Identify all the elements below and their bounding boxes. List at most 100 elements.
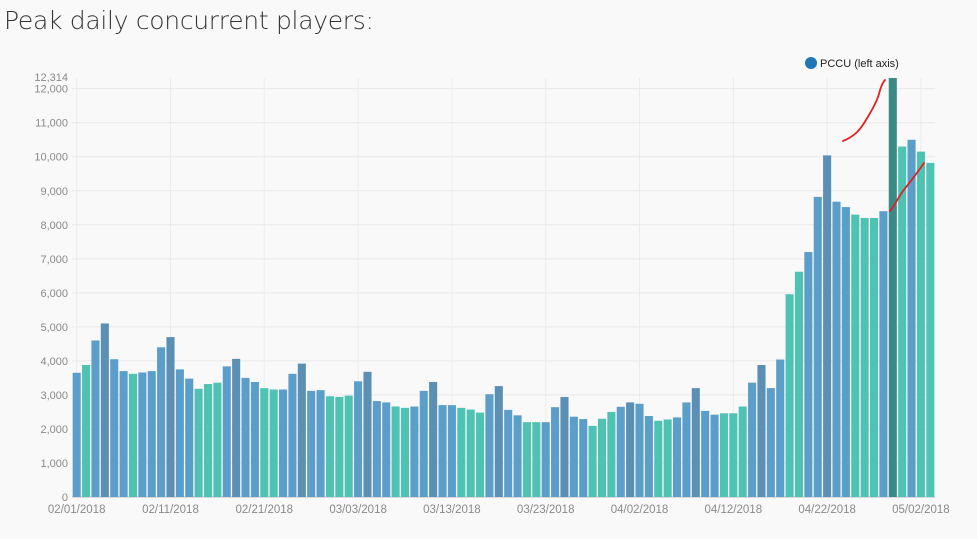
bar[interactable] xyxy=(860,217,869,497)
bar[interactable] xyxy=(325,396,335,497)
bar[interactable] xyxy=(344,395,353,497)
bar[interactable] xyxy=(429,381,438,497)
bar[interactable] xyxy=(119,371,128,497)
bar[interactable] xyxy=(832,201,841,497)
bar[interactable] xyxy=(776,359,785,497)
bar[interactable] xyxy=(916,151,925,497)
bar[interactable] xyxy=(147,371,156,497)
bar[interactable] xyxy=(569,416,578,497)
bar[interactable] xyxy=(663,419,672,497)
y-tick-label: 7,000 xyxy=(40,254,68,266)
bar[interactable] xyxy=(551,407,560,497)
page-title: Peak daily concurrent players: xyxy=(4,6,374,35)
bar[interactable] xyxy=(616,406,625,497)
bar[interactable] xyxy=(72,372,81,497)
bar[interactable] xyxy=(400,407,410,497)
bar[interactable] xyxy=(926,162,935,497)
bar[interactable] xyxy=(82,364,91,497)
bar[interactable] xyxy=(279,389,288,497)
bar[interactable] xyxy=(729,413,738,497)
bar[interactable] xyxy=(757,364,766,497)
bar[interactable] xyxy=(635,403,644,497)
bar[interactable] xyxy=(532,422,541,497)
y-tick-label: 5,000 xyxy=(40,322,68,334)
bar[interactable] xyxy=(898,146,907,497)
bar[interactable] xyxy=(541,422,550,497)
bar[interactable] xyxy=(466,409,475,497)
bar[interactable] xyxy=(250,381,259,497)
bar[interactable] xyxy=(672,417,682,497)
bar[interactable] xyxy=(297,363,306,497)
bar[interactable] xyxy=(644,416,653,497)
bar[interactable] xyxy=(823,155,832,497)
bar[interactable] xyxy=(438,405,447,497)
bar[interactable] xyxy=(100,323,109,497)
bar[interactable] xyxy=(719,413,728,497)
bar[interactable] xyxy=(372,401,381,497)
bar[interactable] xyxy=(419,390,428,497)
bar[interactable] xyxy=(382,402,391,497)
bar[interactable] xyxy=(888,78,897,497)
bar[interactable] xyxy=(128,373,138,497)
bar[interactable] xyxy=(213,382,222,497)
bar[interactable] xyxy=(354,381,363,497)
bar[interactable] xyxy=(138,372,147,497)
bar[interactable] xyxy=(166,337,175,497)
bar[interactable] xyxy=(748,382,757,497)
x-tick-label: 03/23/2018 xyxy=(517,504,575,516)
bar[interactable] xyxy=(710,414,719,497)
bar[interactable] xyxy=(494,386,503,497)
bar[interactable] xyxy=(335,396,344,497)
bar[interactable] xyxy=(907,139,916,497)
bar[interactable] xyxy=(91,340,100,497)
bar[interactable] xyxy=(457,407,466,497)
bar[interactable] xyxy=(513,415,522,497)
bar[interactable] xyxy=(785,294,794,497)
bar[interactable] xyxy=(110,359,119,497)
bar[interactable] xyxy=(522,422,531,497)
bar[interactable] xyxy=(851,214,860,498)
bar[interactable] xyxy=(269,389,278,497)
bar[interactable] xyxy=(841,207,850,497)
bar[interactable] xyxy=(738,406,747,497)
chart-legend[interactable]: PCCU (left axis) xyxy=(805,57,899,70)
bar[interactable] xyxy=(288,373,297,497)
bar[interactable] xyxy=(410,406,419,497)
bar[interactable] xyxy=(447,405,456,497)
bar[interactable] xyxy=(194,388,203,497)
bar[interactable] xyxy=(485,394,494,497)
y-tick-label: 4,000 xyxy=(40,356,68,368)
bar[interactable] xyxy=(794,271,804,497)
bar[interactable] xyxy=(157,347,166,497)
bar[interactable] xyxy=(476,412,485,497)
bar[interactable] xyxy=(607,411,616,497)
bar[interactable] xyxy=(682,402,691,497)
bar[interactable] xyxy=(626,402,635,497)
bar[interactable] xyxy=(363,371,372,497)
bar[interactable] xyxy=(879,211,888,497)
bar[interactable] xyxy=(260,388,269,497)
bar[interactable] xyxy=(597,418,607,497)
bar[interactable] xyxy=(766,388,775,497)
bar[interactable] xyxy=(560,396,569,497)
bar[interactable] xyxy=(579,419,588,497)
bar[interactable] xyxy=(222,366,231,497)
bar[interactable] xyxy=(804,252,813,497)
bar[interactable] xyxy=(203,384,213,497)
bar[interactable] xyxy=(691,388,700,497)
bar[interactable] xyxy=(175,369,184,497)
bar[interactable] xyxy=(504,409,513,497)
bar[interactable] xyxy=(813,196,822,497)
x-tick-label: 03/13/2018 xyxy=(423,504,481,516)
bar[interactable] xyxy=(391,406,400,497)
y-tick-label: 3,000 xyxy=(40,390,68,402)
bar[interactable] xyxy=(869,217,879,497)
bar[interactable] xyxy=(316,390,325,497)
bar[interactable] xyxy=(232,358,241,497)
bar[interactable] xyxy=(185,378,194,497)
bar[interactable] xyxy=(241,377,250,497)
bar[interactable] xyxy=(701,410,710,497)
bar[interactable] xyxy=(307,390,316,497)
bar[interactable] xyxy=(588,425,597,497)
bar[interactable] xyxy=(654,420,663,497)
